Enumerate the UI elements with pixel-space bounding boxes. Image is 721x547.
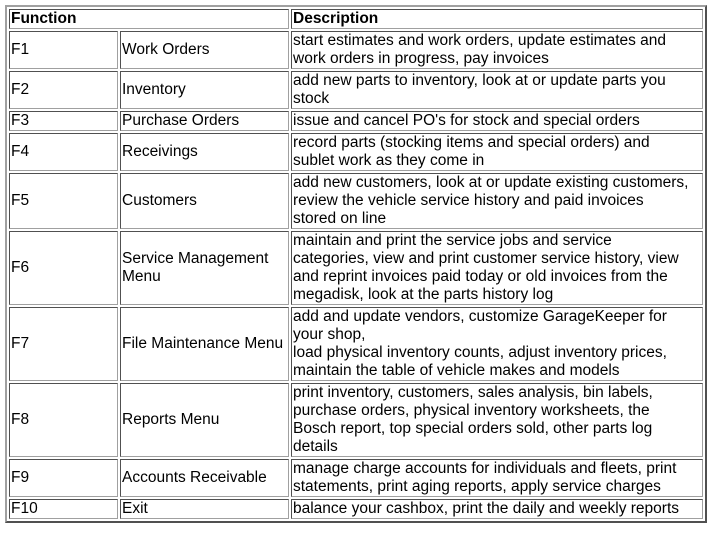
text-line: sublet work as they come in — [293, 152, 485, 169]
text-line: work orders in progress, pay invoices — [293, 50, 549, 67]
function-key: F10 — [9, 499, 118, 519]
text-line: manage charge accounts for individuals a… — [293, 460, 677, 477]
function-description: add new customers, look at or update exi… — [291, 173, 703, 229]
text-line: add and update vendors, customize Garage… — [293, 308, 667, 325]
text-line: add new customers, look at or update exi… — [293, 174, 689, 191]
function-description: print inventory, customers, sales analys… — [291, 383, 703, 457]
table-row: F9 Accounts Receivable manage charge accou… — [9, 459, 703, 497]
function-description: add new parts to inventory, look at or u… — [291, 71, 703, 109]
text-line: balance your cashbox, print the daily an… — [293, 500, 679, 517]
table-row: F8 Reports Menu print inventory, customers… — [9, 383, 703, 457]
text-line: Menu — [122, 268, 161, 285]
text-line: Bosch report, top special orders sold, o… — [293, 420, 653, 437]
text-line: and reprint invoices paid today or old i… — [293, 268, 668, 285]
function-name: Work Orders — [120, 31, 289, 69]
table-row: F10 Exit balance your cashbox, print the d… — [9, 499, 703, 519]
function-key: F4 — [9, 133, 118, 171]
text-line: stock — [293, 90, 330, 107]
function-name: Exit — [120, 499, 289, 519]
text-line: maintain and print the service jobs and … — [293, 232, 612, 249]
function-keys-table: Function Description F1 Work Orders start … — [5, 5, 707, 523]
function-key: F1 — [9, 31, 118, 69]
text-line: maintain the table of vehicle makes and … — [293, 362, 620, 379]
function-key: F6 — [9, 231, 118, 305]
function-key: F2 — [9, 71, 118, 109]
function-description: balance your cashbox, print the daily an… — [291, 499, 703, 519]
table-row: F3 Purchase Orders issue and cancel PO's f… — [9, 111, 703, 131]
text-line: load physical inventory counts, adjust i… — [293, 344, 667, 361]
table-row: F7 File Maintenance Menu add and update ve… — [9, 307, 703, 381]
function-key: F7 — [9, 307, 118, 381]
function-name: Inventory — [120, 71, 289, 109]
text-line: add new parts to inventory, look at or u… — [293, 72, 666, 89]
function-name: Customers — [120, 173, 289, 229]
text-line: your shop, — [293, 326, 366, 343]
text-line: issue and cancel PO's for stock and spec… — [293, 112, 640, 129]
function-name: Receivings — [120, 133, 289, 171]
function-description: manage charge accounts for individuals a… — [291, 459, 703, 497]
function-description: maintain and print the service jobs and … — [291, 231, 703, 305]
function-name: Service Management Menu — [120, 231, 289, 305]
text-line: categories, view and print customer serv… — [293, 250, 679, 267]
table-row: F4 Receivings record parts (stocking items… — [9, 133, 703, 171]
table-row: F2 Inventory add new parts to inventory, l… — [9, 71, 703, 109]
function-description: start estimates and work orders, update … — [291, 31, 703, 69]
text-line: Service Management — [122, 250, 269, 267]
function-name: File Maintenance Menu — [120, 307, 289, 381]
text-line: print inventory, customers, sales analys… — [293, 384, 653, 401]
description-header: Description — [291, 9, 703, 29]
text-line: megadisk, look at the parts history log — [293, 286, 554, 303]
text-line: record parts (stocking items and special… — [293, 134, 650, 151]
function-name: Accounts Receivable — [120, 459, 289, 497]
function-key: F3 — [9, 111, 118, 131]
function-name: Reports Menu — [120, 383, 289, 457]
function-key: F5 — [9, 173, 118, 229]
table-row: F6 Service Management Menu maintain and pri… — [9, 231, 703, 305]
table-row: F5 Customers add new customers, look at or… — [9, 173, 703, 229]
function-description: add and update vendors, customize Garage… — [291, 307, 703, 381]
text-line: purchase orders, physical inventory work… — [293, 402, 650, 419]
function-description: record parts (stocking items and special… — [291, 133, 703, 171]
text-line: details — [293, 438, 338, 455]
text-line: stored on line — [293, 210, 387, 227]
text-line: start estimates and work orders, update … — [293, 32, 667, 49]
function-header: Function — [9, 9, 289, 29]
function-name: Purchase Orders — [120, 111, 289, 131]
function-key: F9 — [9, 459, 118, 497]
header-row: Function Description — [9, 9, 703, 29]
function-description: issue and cancel PO's for stock and spec… — [291, 111, 703, 131]
text-line: statements, print aging reports, apply s… — [293, 478, 661, 495]
text-line: review the vehicle service history and p… — [293, 192, 644, 209]
function-key: F8 — [9, 383, 118, 457]
table-row: F1 Work Orders start estimates and work or… — [9, 31, 703, 69]
